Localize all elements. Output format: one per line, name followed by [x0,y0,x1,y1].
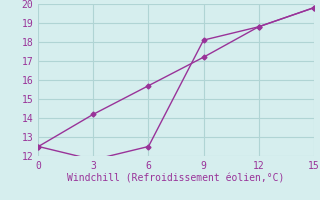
X-axis label: Windchill (Refroidissement éolien,°C): Windchill (Refroidissement éolien,°C) [67,174,285,184]
